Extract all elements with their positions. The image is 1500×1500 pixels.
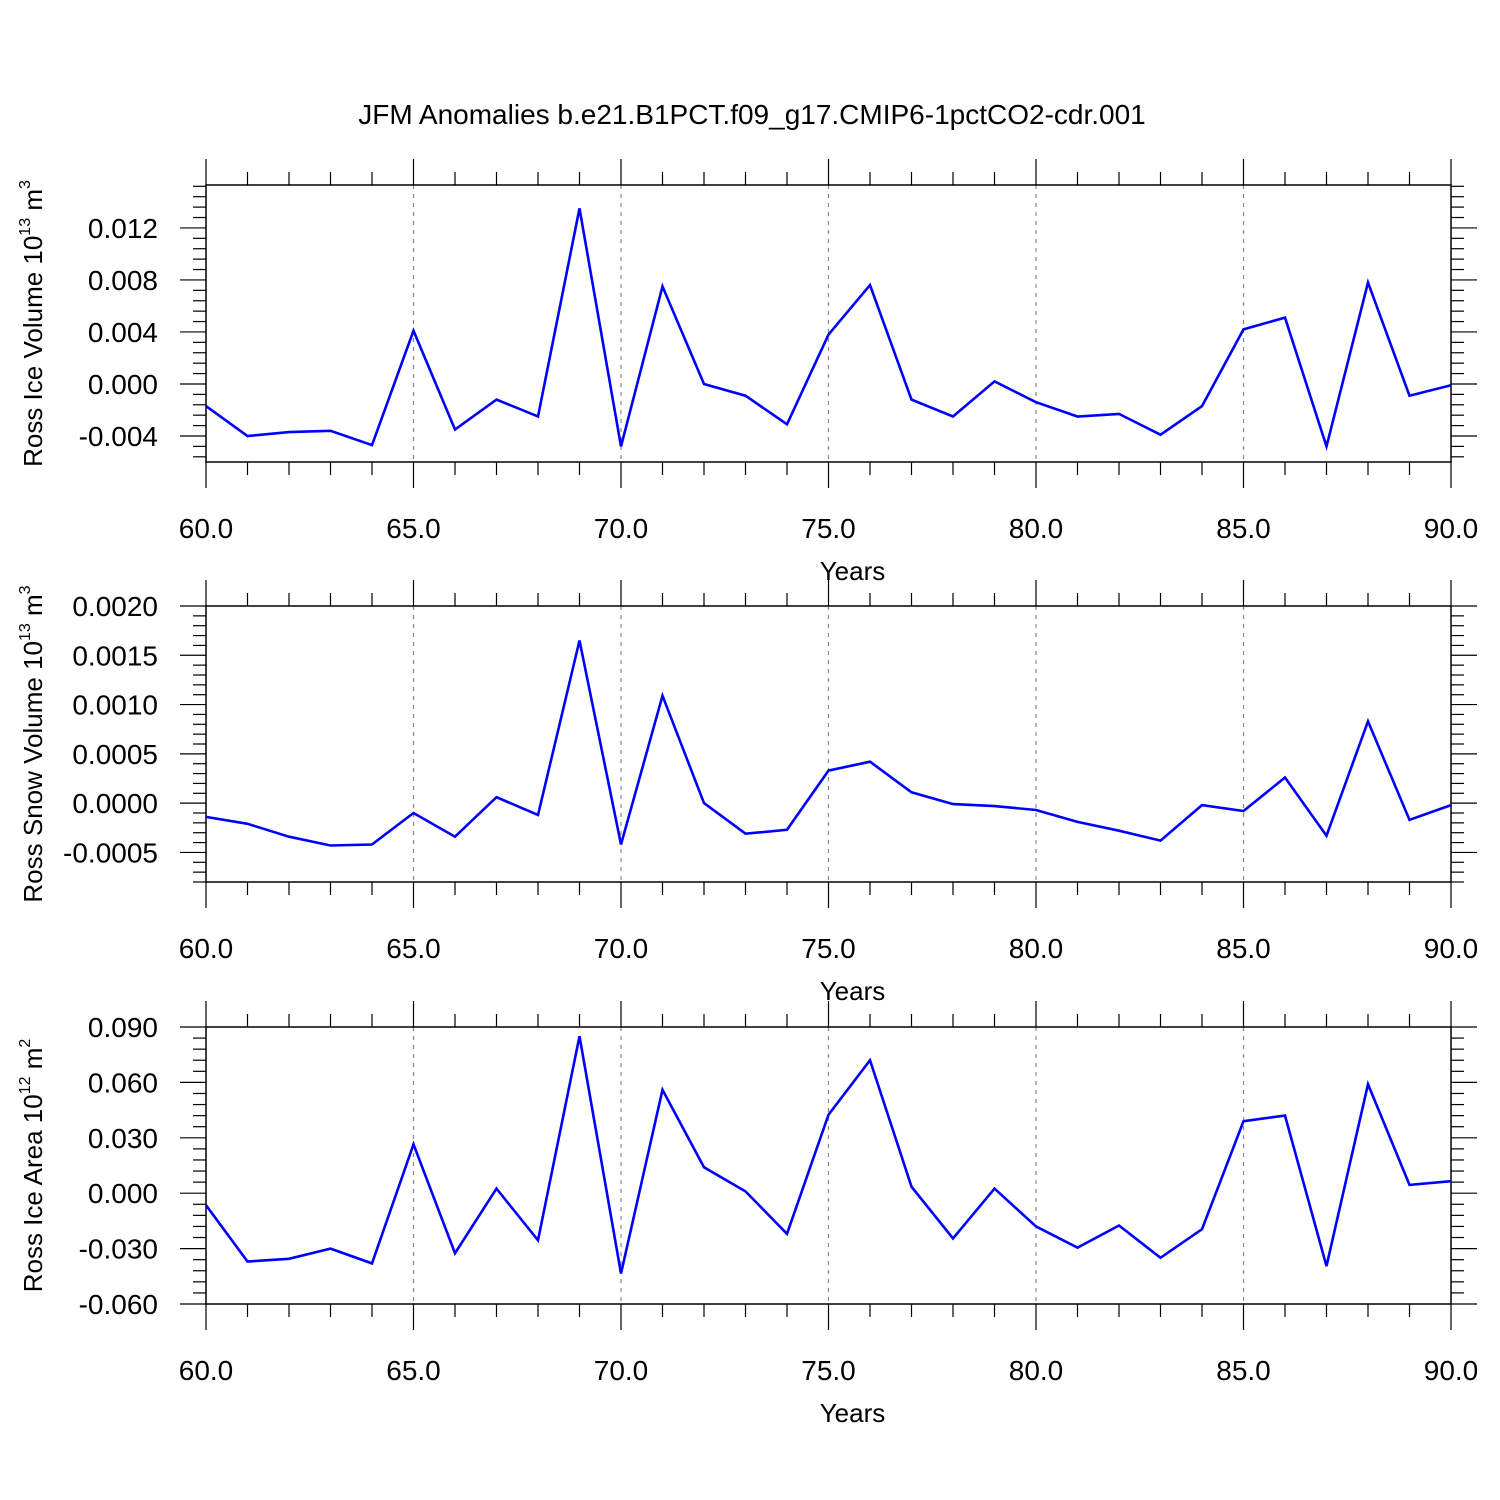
y-tick-label: -0.060 <box>79 1289 158 1320</box>
x-tick-label: 65.0 <box>386 933 441 964</box>
y-axis-title-text: Ross Snow Volume 10 <box>18 641 48 903</box>
y-axis-title-text: Ross Ice Volume 10 <box>18 236 48 467</box>
y-tick-label: -0.030 <box>79 1234 158 1265</box>
y-tick-label: 0.004 <box>88 317 158 348</box>
panel-2: 60.0 65.0 70.0 75.0 80.0 85.0 90.0 -0.0005 0.000… <box>17 580 1478 1006</box>
y-axis-title-unit: m <box>18 594 48 623</box>
y-tick-label: 0.030 <box>88 1123 158 1154</box>
y-axis-title: Ross Ice Volume 1013 m3 <box>17 180 48 467</box>
x-tick-label: 65.0 <box>386 1355 441 1386</box>
x-tick-label: 80.0 <box>1009 513 1064 544</box>
y-tick-label: 0.0010 <box>72 690 158 721</box>
series-line <box>205 208 1452 452</box>
y-tick-label: 0.000 <box>88 1178 158 1209</box>
x-tick-label: 70.0 <box>594 513 649 544</box>
y-tick-label: -0.004 <box>79 421 158 452</box>
series-line <box>204 1035 1452 1274</box>
x-tick-label: 85.0 <box>1216 513 1271 544</box>
x-tick-label: 75.0 <box>801 933 856 964</box>
y-tick-label: -0.0005 <box>63 837 158 868</box>
chart-panels: 60.0 65.0 70.0 75.0 80.0 85.0 90.0-0.0040.0000… <box>17 159 1478 1428</box>
y-axis-title-exponent: 13 <box>17 623 34 641</box>
x-tick-label: 90.0 <box>1424 513 1479 544</box>
x-tick-label: 70.0 <box>594 933 649 964</box>
y-axis-title: Ross Snow Volume 1013 m3 <box>17 585 48 902</box>
x-tick-label: 65.0 <box>386 513 441 544</box>
y-tick-label: 0.0005 <box>72 739 158 770</box>
y-tick-label: 0.060 <box>88 1067 158 1098</box>
y-tick-label: 0.0000 <box>72 788 158 819</box>
x-tick-label: 60.0 <box>179 933 234 964</box>
x-tick-label: 75.0 <box>801 513 856 544</box>
y-axis-title-unit-exponent: 2 <box>17 1039 34 1048</box>
figure-title: JFM Anomalies b.e21.B1PCT.f09_g17.CMIP6-… <box>358 99 1146 130</box>
y-axis-title-unit: m <box>18 1048 48 1077</box>
y-tick-label: 0.000 <box>88 369 158 400</box>
y-tick-label: 0.090 <box>88 1012 158 1043</box>
x-tick-label: 80.0 <box>1009 933 1064 964</box>
y-axis-title: Ross Ice Area 1012 m2 <box>17 1039 48 1293</box>
y-axis-title-text: Ross Ice Area 10 <box>18 1094 48 1292</box>
y-axis-title-unit: m <box>18 189 48 218</box>
panel-3: 60.0 65.0 70.0 75.0 80.0 85.0 90.0 -0.060 -0.030… <box>17 1001 1478 1428</box>
x-axis-title: Years <box>820 976 886 1006</box>
x-tick-label: 90.0 <box>1424 1355 1479 1386</box>
y-tick-label: 0.012 <box>88 213 158 244</box>
y-tick-label: 0.0020 <box>72 591 158 622</box>
y-tick-label: 0.008 <box>88 265 158 296</box>
y-axis-title-unit-exponent: 3 <box>17 585 34 594</box>
y-tick-label: 0.0015 <box>72 640 158 671</box>
x-tick-label: 80.0 <box>1009 1355 1064 1386</box>
x-axis-title: Years <box>820 556 886 586</box>
series-line <box>205 640 1452 847</box>
x-tick-label: 70.0 <box>594 1355 649 1386</box>
x-tick-label: 75.0 <box>801 1355 856 1386</box>
x-tick-label: 85.0 <box>1216 933 1271 964</box>
x-tick-label: 85.0 <box>1216 1355 1271 1386</box>
y-axis-title-unit-exponent: 3 <box>17 180 34 189</box>
y-axis-title-exponent: 12 <box>17 1076 34 1094</box>
y-axis-title-exponent: 13 <box>17 218 34 236</box>
x-tick-label: 90.0 <box>1424 933 1479 964</box>
panel-1: 60.0 65.0 70.0 75.0 80.0 85.0 90.0 -0.004 0.000 0… <box>17 159 1478 586</box>
x-tick-label: 60.0 <box>179 513 234 544</box>
x-axis-title: Years <box>820 1398 886 1428</box>
x-tick-label: 60.0 <box>179 1355 234 1386</box>
